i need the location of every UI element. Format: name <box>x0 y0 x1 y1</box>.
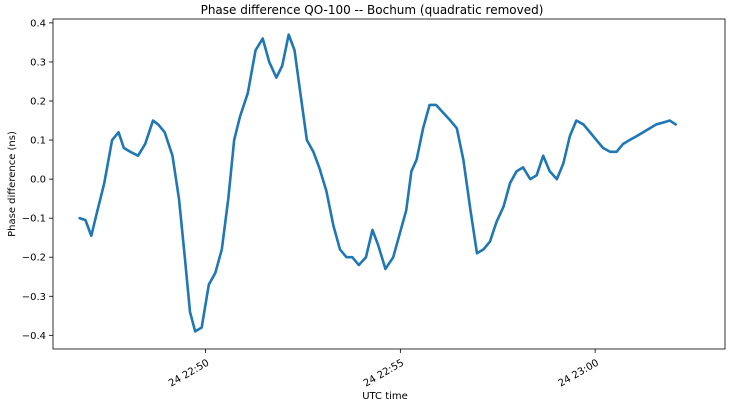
x-tick-label: 24 23:00 <box>557 358 601 390</box>
x-tick-label: 24 22:55 <box>362 358 406 390</box>
y-axis: −0.4 −0.3 −0.2 −0.1 0.0 0.1 0.2 0.3 0.4 <box>22 18 53 342</box>
chart-title: Phase difference QO-100 -- Bochum (quadr… <box>201 3 544 17</box>
y-tick-label: −0.1 <box>22 214 46 225</box>
plot-background <box>53 19 725 349</box>
y-tick-label: 0.1 <box>30 136 46 147</box>
y-tick-label: −0.2 <box>22 253 46 264</box>
y-tick-label: −0.3 <box>22 292 46 303</box>
series-layer <box>78 33 677 333</box>
y-tick-label: −0.4 <box>22 331 46 342</box>
y-tick-label: 0.0 <box>30 175 46 186</box>
series-line-0 <box>78 33 677 333</box>
y-axis-label: Phase difference (ns) <box>7 131 18 237</box>
x-axis: 24 22:50 24 22:55 24 23:00 <box>167 349 601 390</box>
y-tick-label: 0.3 <box>30 57 46 68</box>
x-axis-label: UTC time <box>362 391 408 402</box>
y-tick-label: 0.4 <box>30 18 46 29</box>
y-tick-label: 0.2 <box>30 97 46 108</box>
plot-frame <box>52 18 726 350</box>
x-tick-label: 24 22:50 <box>167 358 211 390</box>
